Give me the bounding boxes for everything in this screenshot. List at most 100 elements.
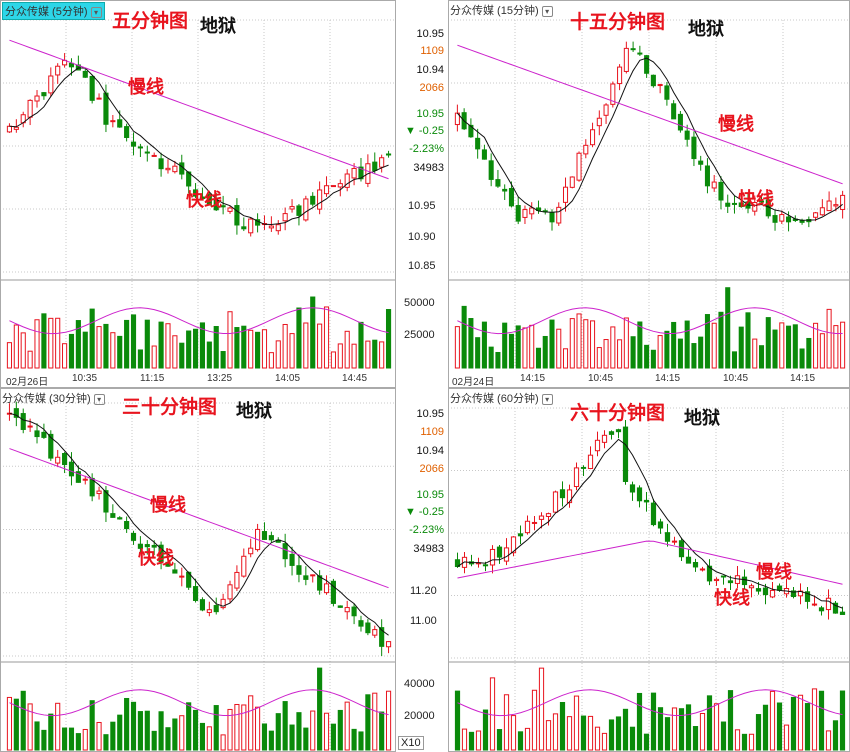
candle: [786, 216, 792, 223]
volume-bar: [137, 711, 143, 751]
candle: [790, 590, 797, 598]
volume-bar: [488, 346, 494, 369]
candle: [248, 547, 254, 555]
candle: [677, 113, 683, 131]
volume-bar: [684, 320, 690, 369]
date-label-3: 10:45: [588, 373, 614, 384]
candle: [637, 52, 643, 55]
volume-bar: [13, 698, 19, 751]
volume-bar: [82, 331, 88, 369]
volume-bar: [282, 701, 288, 751]
volume-bar: [241, 704, 247, 751]
candle: [103, 490, 109, 513]
volume-bar: [385, 690, 392, 751]
volume-bar: [255, 706, 261, 751]
quote-change-pct: -2.23%: [409, 524, 444, 536]
chart-panel-5min[interactable]: 分众传媒 (5分钟) ▾ 五分钟图 地狱 慢线 快线 02月26日 10:35 1…: [0, 0, 396, 388]
volume-bar: [62, 343, 68, 369]
candle: [310, 574, 316, 577]
candle: [192, 586, 199, 601]
quote-volume: 34983: [413, 162, 444, 174]
volume-bar: [213, 705, 219, 751]
volume-bar: [630, 336, 636, 369]
volume-bar: [351, 728, 357, 751]
dropdown-arrow-icon[interactable]: ▾: [93, 393, 105, 405]
panel-title-text: 分众传媒 (15分钟): [450, 5, 539, 17]
volume-bar: [529, 324, 535, 369]
candle: [779, 214, 785, 222]
volume-bar: [713, 703, 720, 751]
volume-bar: [199, 322, 206, 369]
volume-bar: [475, 337, 481, 369]
date-label-2: 14:15: [520, 373, 546, 384]
volume-bar: [489, 677, 496, 751]
panel-title-5min[interactable]: 分众传媒 (5分钟) ▾: [2, 2, 105, 20]
candle: [517, 533, 524, 537]
volume-bar: [811, 688, 818, 751]
candle: [144, 151, 150, 154]
candle: [344, 607, 350, 613]
volume-bar: [34, 319, 40, 369]
candle: [590, 129, 596, 146]
volume-bar: [220, 351, 226, 369]
quote-ask-volume: 2066: [419, 463, 444, 475]
volume-bar: [797, 694, 804, 751]
candle: [261, 531, 268, 540]
candle: [358, 620, 364, 627]
candle: [496, 546, 503, 558]
volume-bar: [234, 703, 240, 751]
candle: [34, 430, 40, 438]
volume-bar: [531, 689, 538, 751]
dropdown-arrow-icon[interactable]: ▾: [541, 393, 553, 405]
volume-bar: [765, 317, 771, 369]
candle: [559, 489, 566, 499]
volume-bar: [664, 717, 671, 751]
dropdown-arrow-icon[interactable]: ▾: [541, 5, 553, 17]
volume-bar: [776, 702, 783, 751]
dropdown-arrow-icon[interactable]: ▾: [90, 6, 102, 18]
volume-bar: [799, 348, 805, 369]
volume-bar: [206, 341, 212, 369]
candle: [576, 152, 582, 181]
candle: [130, 141, 137, 147]
candle: [6, 125, 13, 133]
candle: [691, 136, 697, 160]
candle: [664, 532, 671, 542]
kline-chart-15min: [448, 0, 850, 388]
candle: [833, 204, 839, 207]
volume-bar: [55, 317, 61, 369]
volume-bar: [144, 319, 150, 369]
candle: [643, 499, 650, 503]
candle: [583, 144, 589, 155]
candle: [752, 202, 758, 212]
date-label-3: 11:15: [140, 373, 165, 384]
volume-bar: [110, 332, 116, 369]
panel-title-15min[interactable]: 分众传媒 (15分钟) ▾: [450, 2, 553, 18]
volume-bar: [372, 692, 378, 751]
candle: [344, 173, 350, 188]
volume-bar: [671, 321, 677, 369]
candle: [303, 575, 309, 580]
volume-bar: [468, 318, 474, 369]
panel-title-30min[interactable]: 分众传媒 (30分钟) ▾: [2, 390, 105, 406]
candle: [608, 431, 615, 435]
chart-panel-60min[interactable]: 分众传媒 (60分钟) ▾ 六十分钟图 地狱 慢线 快线: [448, 388, 850, 752]
chart-panel-30min[interactable]: 分众传媒 (30分钟) ▾ 三十分钟图 地狱 慢线 快线: [0, 388, 396, 752]
candle: [172, 569, 178, 574]
zoom-badge[interactable]: X10: [398, 736, 424, 750]
candle: [623, 47, 629, 72]
candle: [503, 547, 510, 562]
annotation-fast-30min: 快线: [138, 548, 174, 569]
candle: [323, 185, 330, 195]
volume-bar: [365, 694, 371, 751]
candle: [227, 207, 233, 212]
volume-bar: [601, 732, 608, 751]
kline-chart-30min: [0, 388, 396, 752]
panel-title-60min[interactable]: 分众传媒 (60分钟) ▾: [450, 390, 553, 406]
chart-panel-15min[interactable]: 分众传媒 (15分钟) ▾ 十五分钟图 地狱 慢线 快线 02月24日 14:15…: [448, 0, 850, 388]
candle: [351, 167, 357, 179]
volume-bar: [720, 721, 727, 751]
candle: [206, 193, 212, 206]
candle: [385, 153, 392, 156]
volume-bar: [241, 325, 247, 369]
